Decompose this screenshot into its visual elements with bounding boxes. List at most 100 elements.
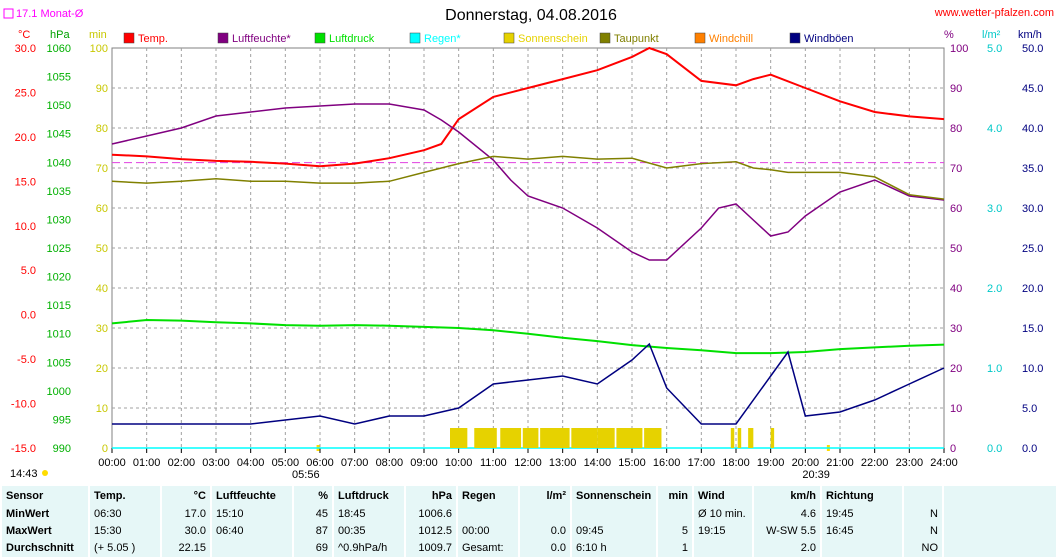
- stats-spacer: [943, 523, 1056, 540]
- stats-header-direction: Richtung: [821, 486, 904, 506]
- stats-cell: [211, 539, 294, 557]
- x-tick-label: 23:00: [896, 457, 924, 469]
- stats-cell: 6:10 h: [571, 539, 658, 557]
- stats-cell: 15:10: [211, 505, 294, 523]
- temp-tick-label: 25.0: [15, 87, 36, 99]
- stats-header-direction-value: [903, 486, 944, 506]
- legend-swatch: [314, 32, 326, 44]
- stats-cell: 17.0: [161, 505, 212, 523]
- x-tick-label: 07:00: [341, 457, 369, 469]
- wind-tick-label: 35.0: [1022, 163, 1043, 175]
- series-line-temp: [111, 46, 945, 168]
- temp-tick-label: -10.0: [11, 399, 36, 411]
- stats-cell: 0.0: [519, 539, 572, 557]
- x-tick-label: 16:00: [653, 457, 681, 469]
- stats-cell: ^0.9hPa/h: [333, 539, 406, 557]
- stats-cell: 1: [657, 539, 694, 557]
- stats-header-rain-unit: l/m²: [519, 486, 572, 506]
- sun-icon: [42, 470, 48, 476]
- rain-tick-label: 2.0: [987, 283, 1002, 295]
- min-tick-label: 80: [96, 123, 108, 135]
- legend: Temp. Luftfeuchte* Luftdruck Regen* Sonnensc…: [123, 32, 854, 45]
- stats-cell: 0.0: [519, 522, 572, 540]
- pressure-tick-label: 1040: [47, 157, 71, 169]
- pressure-tick-label: 1000: [47, 386, 71, 398]
- stats-header-humidity-unit: %: [293, 486, 334, 506]
- stats-header-row: Sensor Temp. °C Luftfeuchte % Luftdruck …: [2, 486, 1056, 506]
- stats-cell: 00:35: [333, 522, 406, 540]
- weather-chart: 30.0 25.0 20.0 15.0 10.0 5.0 0.0 -5.0 -10.0 -15.0…: [3, 7, 1054, 481]
- legend-swatch: [409, 32, 421, 44]
- pressure-tick-label: 1055: [47, 72, 71, 84]
- rain-tick-label: 3.0: [987, 203, 1002, 215]
- legend-label: Temp.: [138, 33, 168, 45]
- pressure-tick-label: 990: [53, 443, 71, 455]
- min-tick-label: 20: [96, 363, 108, 375]
- unit-percent: %: [944, 29, 954, 41]
- x-tick-label: 01:00: [133, 457, 161, 469]
- x-tick-label: 10:00: [445, 457, 473, 469]
- pressure-tick-label: 1060: [47, 43, 71, 55]
- unit-min: min: [89, 29, 107, 41]
- min-tick-label: 10: [96, 403, 108, 415]
- temp-tick-label: 20.0: [15, 132, 36, 144]
- stats-header-rain: Regen: [457, 486, 520, 506]
- unit-pressure: hPa: [50, 29, 70, 41]
- unit-wind: km/h: [1018, 29, 1042, 41]
- stats-cell: N: [903, 505, 944, 523]
- stats-row-max: MaxWert 15:30 30.0 06:40 87 00:35 1012.5…: [2, 522, 1056, 540]
- stats-cell: 19:15: [693, 522, 754, 540]
- sunshine-bar: [474, 428, 497, 448]
- stats-header-sun-unit: min: [657, 486, 694, 506]
- rain-tick-label: 4.0: [987, 123, 1002, 135]
- stats-cell: Durchschnitt: [2, 539, 90, 557]
- daylength-label: 14:43: [10, 468, 38, 480]
- legend-label: Taupunkt: [614, 33, 659, 45]
- sunrise-label: 05:56: [292, 469, 320, 481]
- stats-cell: [693, 539, 754, 557]
- stats-table: Sensor Temp. °C Luftfeuchte % Luftdruck …: [2, 486, 1056, 557]
- min-tick-label: 60: [96, 203, 108, 215]
- pressure-tick-label: 1025: [47, 243, 71, 255]
- stats-cell: Ø 10 min.: [693, 505, 754, 523]
- x-tick-label: 09:00: [410, 457, 438, 469]
- site-link[interactable]: www.wetter-pfalzen.com: [934, 7, 1054, 19]
- percent-tick-label: 60: [950, 203, 962, 215]
- sunshine-bar: [450, 428, 468, 448]
- temp-tick-label: 15.0: [15, 176, 36, 188]
- stats-header-temp-unit: °C: [161, 486, 212, 506]
- x-tick-label: 04:00: [237, 457, 265, 469]
- stats-header-pressure: Luftdruck: [333, 486, 406, 506]
- month-avg-label: 17.1 Monat-Ø: [16, 8, 84, 20]
- min-tick-label: 0: [102, 443, 108, 455]
- stats-row-min: MinWert 06:30 17.0 15:10 45 18:45 1006.6…: [2, 505, 1056, 523]
- sunshine-bar: [770, 428, 775, 448]
- stats-cell: 30.0: [161, 522, 212, 540]
- percent-tick-label: 50: [950, 243, 962, 255]
- chart-title: Donnerstag, 04.08.2016: [445, 7, 617, 24]
- stats-cell: N: [903, 522, 944, 540]
- rain-tick-label: 0.0: [987, 443, 1002, 455]
- percent-tick-label: 70: [950, 163, 962, 175]
- sunshine-bar: [644, 428, 662, 448]
- stats-cell: NO: [903, 539, 944, 557]
- pressure-tick-label: 1045: [47, 129, 71, 141]
- sunshine-bar: [730, 428, 735, 448]
- x-tick-label: 03:00: [202, 457, 230, 469]
- wind-tick-label: 40.0: [1022, 123, 1043, 135]
- x-tick-label: 14:00: [584, 457, 612, 469]
- pressure-tick-label: 1050: [47, 100, 71, 112]
- x-tick-label: 02:00: [168, 457, 196, 469]
- stats-cell: 4.6: [753, 505, 822, 523]
- rain-tick-label: 1.0: [987, 363, 1002, 375]
- sunshine-bar: [540, 428, 570, 448]
- stats-cell: 45: [293, 505, 334, 523]
- axes: 30.0 25.0 20.0 15.0 10.0 5.0 0.0 -5.0 -10.0 -15.0…: [11, 43, 1044, 469]
- stats-cell: 19:45: [821, 505, 904, 523]
- temp-tick-label: 10.0: [15, 221, 36, 233]
- stats-header-wind-unit: km/h: [753, 486, 822, 506]
- min-tick-label: 100: [90, 43, 108, 55]
- percent-tick-label: 40: [950, 283, 962, 295]
- min-tick-label: 90: [96, 83, 108, 95]
- stats-cell: 1006.6: [405, 505, 458, 523]
